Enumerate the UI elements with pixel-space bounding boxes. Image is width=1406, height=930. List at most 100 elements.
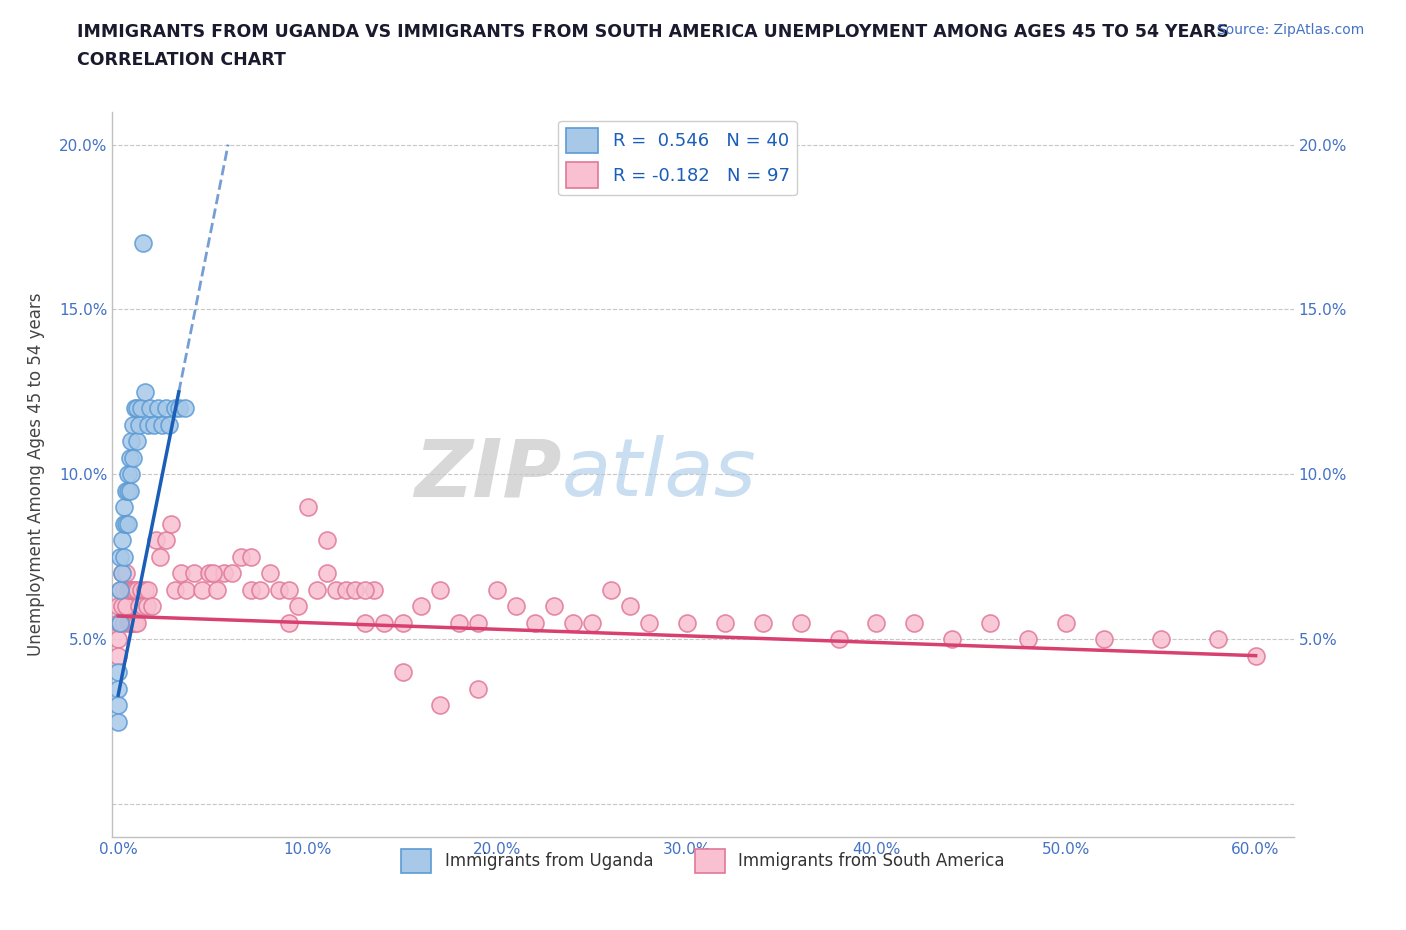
- Point: [107, 681, 129, 696]
- Point: [122, 582, 145, 597]
- Point: [373, 616, 395, 631]
- Point: [124, 401, 146, 416]
- Point: [979, 616, 1001, 631]
- Point: [135, 599, 157, 614]
- Point: [344, 582, 367, 597]
- Point: [146, 401, 169, 416]
- Point: [112, 582, 135, 597]
- Point: [108, 616, 131, 631]
- Point: [429, 582, 451, 597]
- Point: [112, 616, 135, 631]
- Point: [120, 582, 142, 597]
- Point: [173, 401, 195, 416]
- Point: [114, 599, 136, 614]
- Point: [122, 418, 145, 432]
- Point: [277, 616, 299, 631]
- Point: [107, 714, 129, 729]
- Point: [1092, 631, 1115, 646]
- Point: [111, 599, 134, 614]
- Point: [411, 599, 433, 614]
- Point: [118, 484, 141, 498]
- Point: [1150, 631, 1173, 646]
- Point: [183, 565, 205, 580]
- Point: [391, 616, 413, 631]
- Point: [1054, 616, 1077, 631]
- Point: [269, 582, 291, 597]
- Point: [129, 401, 152, 416]
- Point: [111, 565, 134, 580]
- Point: [562, 616, 585, 631]
- Point: [124, 616, 146, 631]
- Point: [391, 665, 413, 680]
- Point: [297, 499, 319, 514]
- Point: [114, 565, 136, 580]
- Legend: Immigrants from Uganda, Immigrants from South America: Immigrants from Uganda, Immigrants from …: [395, 843, 1011, 880]
- Point: [117, 582, 139, 597]
- Point: [205, 582, 228, 597]
- Point: [307, 582, 329, 597]
- Point: [120, 467, 142, 482]
- Point: [1244, 648, 1267, 663]
- Point: [112, 499, 135, 514]
- Point: [827, 631, 849, 646]
- Point: [107, 665, 129, 680]
- Point: [122, 616, 145, 631]
- Point: [167, 401, 190, 416]
- Text: ZIP: ZIP: [413, 435, 561, 513]
- Point: [259, 565, 281, 580]
- Point: [1017, 631, 1039, 646]
- Point: [157, 418, 180, 432]
- Point: [449, 616, 471, 631]
- Point: [524, 616, 547, 631]
- Point: [118, 450, 141, 465]
- Point: [277, 582, 299, 597]
- Point: [127, 434, 149, 449]
- Point: [127, 616, 149, 631]
- Point: [112, 516, 135, 531]
- Point: [107, 616, 129, 631]
- Point: [122, 450, 145, 465]
- Point: [111, 565, 134, 580]
- Point: [363, 582, 385, 597]
- Point: [108, 582, 131, 597]
- Text: atlas: atlas: [561, 435, 756, 513]
- Point: [486, 582, 509, 597]
- Point: [325, 582, 347, 597]
- Point: [231, 550, 253, 565]
- Point: [132, 599, 155, 614]
- Point: [150, 418, 173, 432]
- Point: [117, 467, 139, 482]
- Point: [108, 550, 131, 565]
- Point: [127, 582, 149, 597]
- Point: [163, 582, 186, 597]
- Point: [239, 550, 262, 565]
- Point: [176, 582, 198, 597]
- Point: [155, 533, 177, 548]
- Point: [1206, 631, 1229, 646]
- Point: [107, 599, 129, 614]
- Point: [107, 631, 129, 646]
- Point: [118, 616, 141, 631]
- Point: [107, 648, 129, 663]
- Point: [143, 418, 166, 432]
- Point: [505, 599, 527, 614]
- Point: [112, 550, 135, 565]
- Point: [127, 401, 149, 416]
- Point: [676, 616, 699, 631]
- Point: [221, 565, 243, 580]
- Point: [903, 616, 925, 631]
- Point: [581, 616, 603, 631]
- Point: [315, 533, 337, 548]
- Point: [114, 516, 136, 531]
- Point: [239, 582, 262, 597]
- Point: [163, 401, 186, 416]
- Point: [198, 565, 221, 580]
- Point: [134, 384, 156, 399]
- Point: [134, 582, 156, 597]
- Point: [155, 401, 177, 416]
- Point: [118, 582, 141, 597]
- Point: [149, 550, 172, 565]
- Point: [139, 401, 162, 416]
- Point: [117, 616, 139, 631]
- Point: [201, 565, 224, 580]
